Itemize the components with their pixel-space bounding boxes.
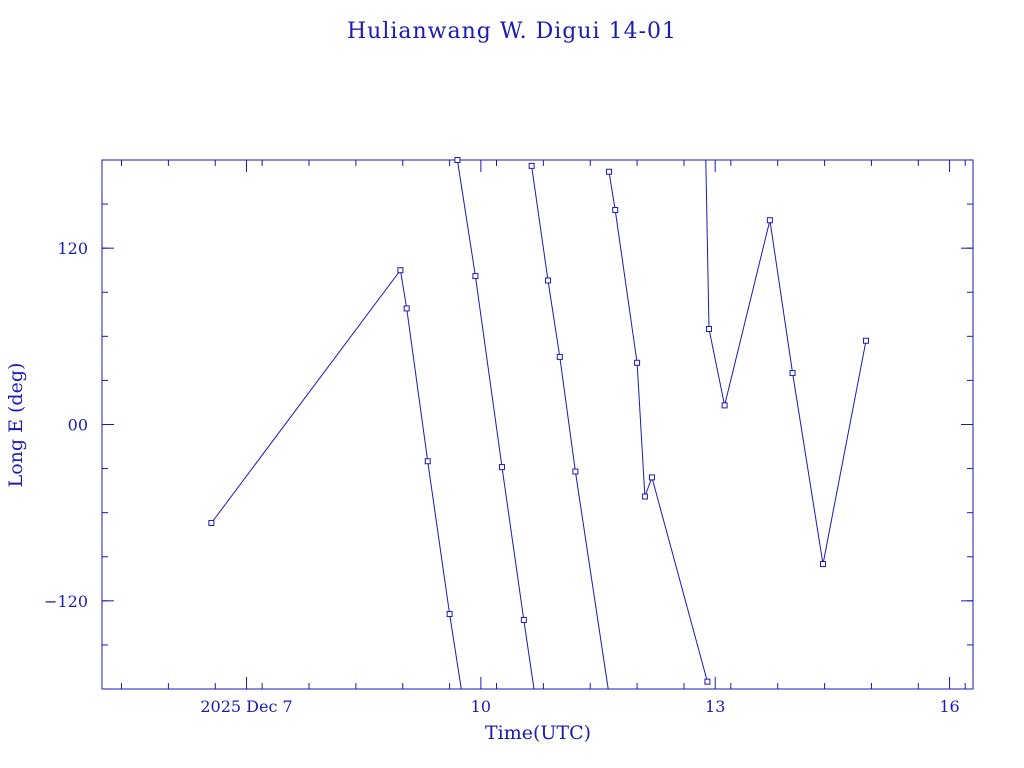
data-point (789, 370, 796, 377)
chart-title: Hulianwang W. Digui 14-01 (347, 19, 677, 44)
data-point (862, 337, 869, 344)
y-tick-label: 00 (68, 416, 88, 435)
data-point (648, 474, 655, 481)
series-line (705, 159, 867, 565)
x-tick-label: 16 (939, 697, 959, 716)
data-point (424, 458, 431, 465)
series-line (456, 159, 535, 690)
data-point (721, 402, 728, 409)
minor-ticks (102, 160, 973, 689)
series-markers (208, 157, 869, 685)
y-tick-label: −120 (44, 592, 88, 611)
series-line (210, 268, 462, 690)
y-axis-label: Long E (deg) (5, 363, 27, 488)
data-point (556, 353, 563, 360)
plot-frame (101, 159, 974, 690)
x-axis-label: Time(UTC) (485, 722, 591, 744)
data-point (446, 611, 453, 618)
data-point (397, 267, 404, 274)
x-tick-label: 10 (471, 697, 491, 716)
data-point (403, 305, 410, 312)
data-point (641, 493, 648, 500)
data-point (208, 519, 215, 526)
major-ticks (102, 160, 973, 689)
x-tick-label: 13 (705, 697, 725, 716)
data-point (766, 217, 773, 224)
data-point (612, 206, 619, 213)
x-tick-label: 2025 Dec 7 (200, 697, 292, 716)
data-point (472, 273, 479, 280)
data-point (704, 678, 711, 685)
data-point (528, 162, 535, 169)
series-line (531, 165, 609, 690)
series-lines (210, 159, 867, 690)
y-tick-label: 120 (57, 239, 88, 258)
data-point (572, 468, 579, 475)
data-point (498, 464, 505, 471)
data-point (820, 561, 827, 568)
data-point (454, 157, 461, 163)
tick-labels: 2025 Dec 7 10 13 16 120 00 −120 (44, 239, 960, 716)
data-point (520, 616, 527, 623)
series-line (608, 171, 708, 682)
data-point (705, 325, 712, 332)
data-point (634, 359, 641, 366)
data-point (605, 168, 612, 175)
data-point (545, 277, 552, 284)
